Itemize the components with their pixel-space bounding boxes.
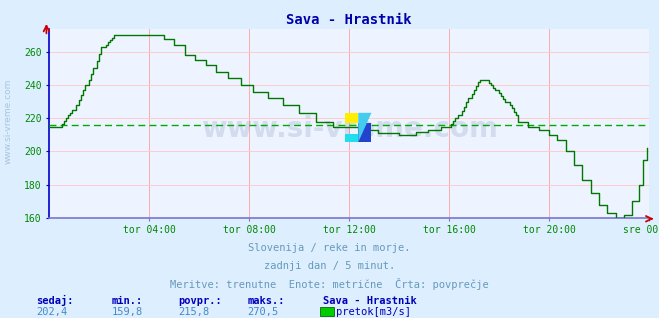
Text: 202,4: 202,4 <box>36 307 67 317</box>
Text: pretok[m3/s]: pretok[m3/s] <box>336 307 411 317</box>
Text: 159,8: 159,8 <box>112 307 143 317</box>
Text: Meritve: trenutne  Enote: metrične  Črta: povprečje: Meritve: trenutne Enote: metrične Črta: … <box>170 278 489 290</box>
Text: www.si-vreme.com: www.si-vreme.com <box>201 115 498 143</box>
Text: maks.:: maks.: <box>247 295 285 306</box>
Text: 215,8: 215,8 <box>178 307 209 317</box>
Text: zadnji dan / 5 minut.: zadnji dan / 5 minut. <box>264 260 395 271</box>
Text: www.si-vreme.com: www.si-vreme.com <box>3 78 13 163</box>
Text: Slovenija / reke in morje.: Slovenija / reke in morje. <box>248 243 411 253</box>
Text: 270,5: 270,5 <box>247 307 278 317</box>
Title: Sava - Hrastnik: Sava - Hrastnik <box>287 13 412 27</box>
Text: Sava - Hrastnik: Sava - Hrastnik <box>323 295 416 306</box>
Text: sedaj:: sedaj: <box>36 295 74 306</box>
Text: povpr.:: povpr.: <box>178 295 221 306</box>
Text: min.:: min.: <box>112 295 143 306</box>
